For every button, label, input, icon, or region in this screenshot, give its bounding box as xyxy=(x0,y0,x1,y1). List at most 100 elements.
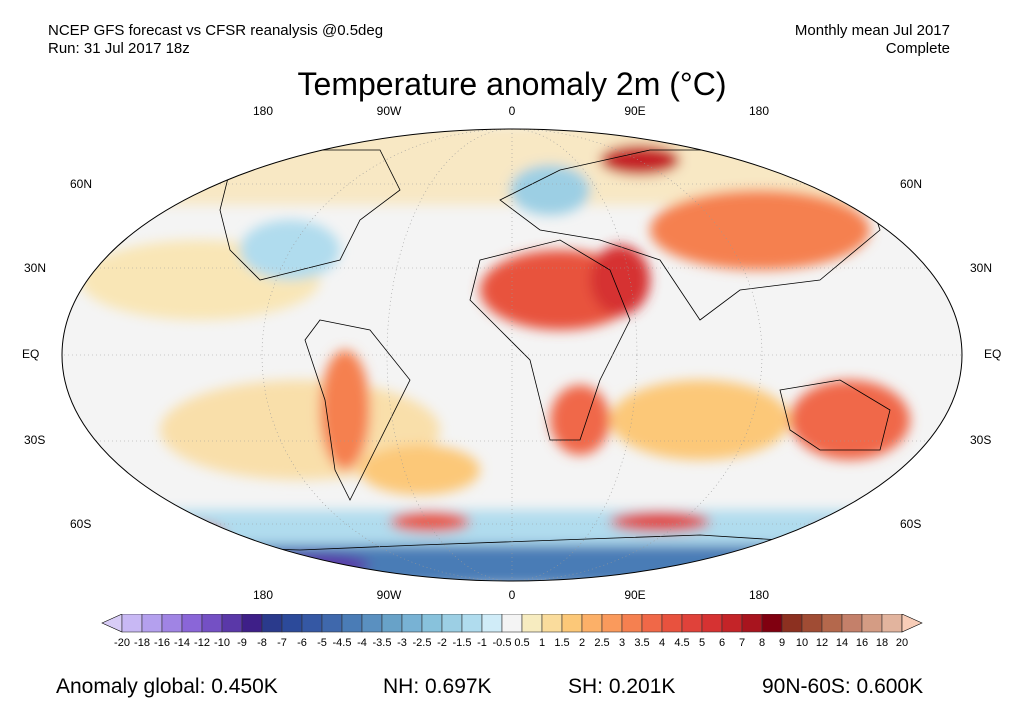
colorbar-tick-label: 1 xyxy=(538,637,546,649)
lon-label-0-top: 0 xyxy=(508,104,516,118)
run-label: Run: 31 Jul 2017 18z xyxy=(48,40,190,57)
lat-label-30s-left: 30S xyxy=(24,433,46,447)
colorbar xyxy=(101,614,923,633)
lon-label-180-bottom: 180 xyxy=(252,588,274,602)
anomaly-nh: NH: 0.697K xyxy=(383,675,492,698)
colorbar-swatch xyxy=(721,614,743,633)
colorbar-tick-label: 1.5 xyxy=(554,637,570,649)
colorbar-swatch xyxy=(541,614,563,633)
period-label: Monthly mean Jul 2017 xyxy=(794,22,950,39)
colorbar-swatch xyxy=(221,614,243,633)
source-label: NCEP GFS forecast vs CFSR reanalysis @0.… xyxy=(48,22,384,39)
colorbar-swatch xyxy=(841,614,863,633)
colorbar-swatch xyxy=(341,614,363,633)
anomaly-sh: SH: 0.201K xyxy=(568,675,676,698)
lat-label-30n-left: 30N xyxy=(24,261,47,275)
anomaly-global: Anomaly global: 0.450K xyxy=(56,675,278,698)
colorbar-tick-label: -6 xyxy=(297,637,307,649)
colorbar-swatch xyxy=(661,614,683,633)
colorbar-swatch xyxy=(141,614,163,633)
colorbar-swatch xyxy=(261,614,283,633)
lat-label-eq-right: EQ xyxy=(984,347,1002,361)
colorbar-tick-label: 14 xyxy=(835,637,849,649)
colorbar-tick-label: -18 xyxy=(134,637,150,649)
colorbar-swatch xyxy=(461,614,483,633)
colorbar-swatch xyxy=(201,614,223,633)
lon-label-90e-bottom: 90E xyxy=(624,588,646,602)
colorbar-swatch xyxy=(701,614,723,633)
anomaly-90n-60s: 90N-60S: 0.600K xyxy=(762,675,924,698)
colorbar-tick-label: 9 xyxy=(778,637,786,649)
colorbar-tick-label: -3 xyxy=(397,637,407,649)
colorbar-swatch xyxy=(581,614,603,633)
colorbar-swatch xyxy=(881,614,903,633)
colorbar-tick-label: 12 xyxy=(815,637,829,649)
lat-label-60s-right: 60S xyxy=(900,517,922,531)
lat-label-30n-right: 30N xyxy=(970,261,993,275)
colorbar-tick-label: -4.5 xyxy=(332,637,352,649)
colorbar-swatch xyxy=(321,614,343,633)
colorbar-tick-label: -2 xyxy=(437,637,447,649)
colorbar-high-arrow xyxy=(901,614,923,633)
colorbar-swatch xyxy=(761,614,783,633)
colorbar-tick-label: -0.5 xyxy=(492,637,512,649)
colorbar-tick-label: -16 xyxy=(154,637,170,649)
lat-label-60n-right: 60N xyxy=(900,177,923,191)
graticule xyxy=(62,129,962,581)
colorbar-swatch xyxy=(621,614,643,633)
colorbar-tick-label: 2 xyxy=(578,637,586,649)
colorbar-tick-label: -3.5 xyxy=(372,637,392,649)
colorbar-swatch xyxy=(401,614,423,633)
lon-label-90w-top: 90W xyxy=(376,104,402,118)
colorbar-swatch xyxy=(821,614,843,633)
colorbar-tick-label: 3.5 xyxy=(634,637,650,649)
colorbar-tick-label: -10 xyxy=(214,637,230,649)
colorbar-tick-label: -7 xyxy=(277,637,287,649)
colorbar-swatch xyxy=(381,614,403,633)
colorbar-swatch xyxy=(421,614,443,633)
lat-label-eq-left: EQ xyxy=(22,347,40,361)
lon-label-180-top: 180 xyxy=(252,104,274,118)
colorbar-swatch xyxy=(281,614,303,633)
colorbar-tick-label: 0.5 xyxy=(514,637,530,649)
colorbar-swatch xyxy=(521,614,543,633)
colorbar-tick-label: -1.5 xyxy=(452,637,472,649)
colorbar-tick-label: -4 xyxy=(357,637,367,649)
colorbar-swatch xyxy=(861,614,883,633)
colorbar-tick-label: 4 xyxy=(658,637,666,649)
colorbar-tick-label: -14 xyxy=(174,637,190,649)
lon-label-0-bottom: 0 xyxy=(508,588,516,602)
colorbar-swatch xyxy=(441,614,463,633)
colorbar-swatch xyxy=(161,614,183,633)
anomaly-map xyxy=(61,128,963,582)
colorbar-tick-label: 2.5 xyxy=(594,637,610,649)
lat-label-60n-left: 60N xyxy=(70,177,93,191)
colorbar-swatch xyxy=(781,614,803,633)
colorbar-tick-label: -20 xyxy=(114,637,130,649)
colorbar-tick-label: 7 xyxy=(738,637,746,649)
colorbar-swatch xyxy=(741,614,763,633)
colorbar-tick-label: 10 xyxy=(795,637,809,649)
lat-label-30s-right: 30S xyxy=(970,433,992,447)
colorbar-swatch xyxy=(301,614,323,633)
colorbar-tick-label: -1 xyxy=(477,637,487,649)
lat-label-60s-left: 60S xyxy=(70,517,92,531)
colorbar-tick-label: 6 xyxy=(718,637,726,649)
colorbar-tick-label: 20 xyxy=(895,637,909,649)
colorbar-tick-label: -8 xyxy=(257,637,267,649)
colorbar-tick-label: 18 xyxy=(875,637,889,649)
colorbar-swatch xyxy=(241,614,263,633)
colorbar-swatch xyxy=(181,614,203,633)
colorbar-low-arrow xyxy=(101,614,123,633)
colorbar-tick-label: -5 xyxy=(317,637,327,649)
colorbar-swatch xyxy=(561,614,583,633)
colorbar-tick-label: 3 xyxy=(618,637,626,649)
colorbar-swatch xyxy=(801,614,823,633)
status-label: Complete xyxy=(885,40,950,57)
colorbar-tick-label: -9 xyxy=(237,637,247,649)
colorbar-tick-label: -2.5 xyxy=(412,637,432,649)
colorbar-tick-label: 16 xyxy=(855,637,869,649)
colorbar-tick-label: 8 xyxy=(758,637,766,649)
colorbar-swatch xyxy=(501,614,523,633)
